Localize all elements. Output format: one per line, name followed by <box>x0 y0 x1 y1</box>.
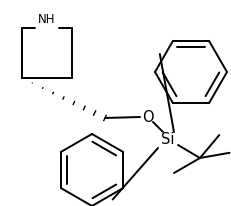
Text: O: O <box>142 110 153 124</box>
Text: NH: NH <box>38 13 55 26</box>
Text: Si: Si <box>161 132 174 147</box>
